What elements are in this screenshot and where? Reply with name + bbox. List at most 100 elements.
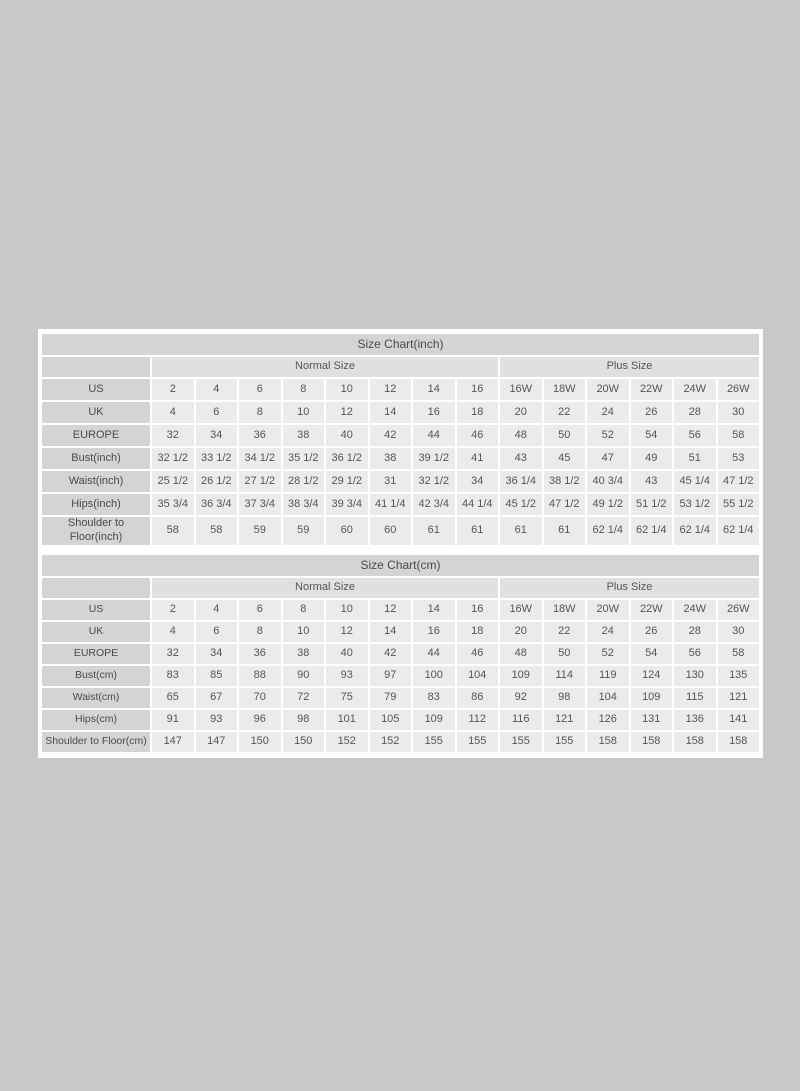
size-cell: 83: [152, 665, 194, 686]
size-cell: 8: [239, 621, 281, 642]
size-cell: 22: [543, 621, 585, 642]
size-cell: 40 3/4: [587, 471, 629, 492]
size-cell: 58: [195, 517, 237, 545]
row-label: Bust(inch): [42, 448, 150, 469]
row-label: UK: [42, 621, 150, 642]
size-cell: 16W: [500, 379, 542, 400]
size-cell: 91: [152, 709, 194, 730]
size-cell: 38: [282, 643, 324, 664]
size-cell: 39 1/2: [413, 448, 455, 469]
corner-cell: [42, 357, 150, 377]
size-cell: 109: [500, 665, 542, 686]
size-cell: 2: [152, 599, 194, 620]
size-cell: 147: [152, 731, 194, 752]
size-cell: 2: [152, 379, 194, 400]
size-cell: 24W: [674, 379, 716, 400]
row-label: US: [42, 599, 150, 620]
size-cell: 26: [630, 402, 672, 423]
size-cell: 121: [543, 709, 585, 730]
size-cell: 16: [413, 621, 455, 642]
size-cell: 18: [456, 402, 498, 423]
size-cell: 44: [413, 425, 455, 446]
size-cell: 158: [674, 731, 716, 752]
size-chart-cm-group-header-row: Normal Size Plus Size: [42, 577, 759, 598]
size-cell: 119: [587, 665, 629, 686]
size-cell: 42: [369, 425, 411, 446]
size-cell: 48: [500, 643, 542, 664]
size-cell: 38 1/2: [543, 471, 585, 492]
row-label: Shoulder to Floor(inch): [42, 517, 150, 545]
size-cell: 41 1/4: [369, 494, 411, 515]
table-row: UK 4 6 8 10 12 14 16 18 20 22 24 26 28 30: [42, 402, 759, 423]
size-cell: 35 1/2: [282, 448, 324, 469]
size-cell: 36: [239, 643, 281, 664]
size-cell: 60: [369, 517, 411, 545]
size-cell: 10: [326, 379, 368, 400]
size-chart-cm-table: Size Chart(cm) Normal Size Plus Size US 2 4 6 8…: [40, 552, 761, 754]
size-cell: 61: [543, 517, 585, 545]
size-cell: 131: [630, 709, 672, 730]
size-cell: 61: [500, 517, 542, 545]
size-cell: 53: [717, 448, 759, 469]
size-cell: 88: [239, 665, 281, 686]
size-cell: 83: [413, 687, 455, 708]
size-cell: 43: [500, 448, 542, 469]
size-cell: 18W: [543, 379, 585, 400]
size-cell: 32 1/2: [413, 471, 455, 492]
size-cell: 49 1/2: [587, 494, 629, 515]
table-row: Shoulder to Floor(inch) 58 58 59 59 60 60 61 61 6…: [42, 517, 759, 545]
size-cell: 152: [369, 731, 411, 752]
size-cell: 20W: [587, 599, 629, 620]
size-cell: 61: [456, 517, 498, 545]
size-cell: 58: [717, 643, 759, 664]
size-cell: 90: [282, 665, 324, 686]
size-cell: 47 1/2: [543, 494, 585, 515]
size-cell: 42: [369, 643, 411, 664]
size-cell: 158: [587, 731, 629, 752]
size-cell: 34 1/2: [239, 448, 281, 469]
size-cell: 14: [413, 379, 455, 400]
size-cell: 22: [543, 402, 585, 423]
size-cell: 36 3/4: [195, 494, 237, 515]
size-cell: 8: [239, 402, 281, 423]
size-cell: 93: [195, 709, 237, 730]
table-row: EUROPE 32 34 36 38 40 42 44 46 48 50 52 54 56 58: [42, 643, 759, 664]
size-cell: 45 1/4: [674, 471, 716, 492]
table-row: US 2 4 6 8 10 12 14 16 16W 18W 20W 22W 24W 26W: [42, 379, 759, 400]
size-cell: 47: [587, 448, 629, 469]
size-cell: 20: [500, 621, 542, 642]
row-label: Waist(cm): [42, 687, 150, 708]
size-cell: 62 1/4: [674, 517, 716, 545]
size-cell: 58: [717, 425, 759, 446]
size-cell: 26W: [717, 379, 759, 400]
size-cell: 14: [369, 402, 411, 423]
size-cell: 75: [326, 687, 368, 708]
row-label: Waist(inch): [42, 471, 150, 492]
group-header: Normal Size: [152, 357, 498, 377]
size-chart-inch-title-row: Size Chart(inch): [42, 334, 759, 355]
table-row: UK 4 6 8 10 12 14 16 18 20 22 24 26 28 30: [42, 621, 759, 642]
size-cell: 37 3/4: [239, 494, 281, 515]
size-cell: 44 1/4: [456, 494, 498, 515]
size-cell: 136: [674, 709, 716, 730]
size-cell: 20: [500, 402, 542, 423]
size-cell: 61: [413, 517, 455, 545]
size-cell: 150: [239, 731, 281, 752]
size-cell: 155: [500, 731, 542, 752]
size-cell: 51 1/2: [630, 494, 672, 515]
size-cell: 147: [195, 731, 237, 752]
size-cell: 114: [543, 665, 585, 686]
table-row: EUROPE 32 34 36 38 40 42 44 46 48 50 52 54 56 58: [42, 425, 759, 446]
size-cell: 24: [587, 402, 629, 423]
size-cell: 18: [456, 621, 498, 642]
size-cell: 109: [413, 709, 455, 730]
corner-cell: [42, 577, 150, 598]
size-cell: 152: [326, 731, 368, 752]
size-cell: 36 1/4: [500, 471, 542, 492]
size-cell: 155: [413, 731, 455, 752]
table-row: Bust(inch) 32 1/2 33 1/2 34 1/2 35 1/2 36 1/2…: [42, 448, 759, 469]
size-cell: 28: [674, 402, 716, 423]
size-cell: 112: [456, 709, 498, 730]
size-cell: 41: [456, 448, 498, 469]
size-cell: 109: [630, 687, 672, 708]
